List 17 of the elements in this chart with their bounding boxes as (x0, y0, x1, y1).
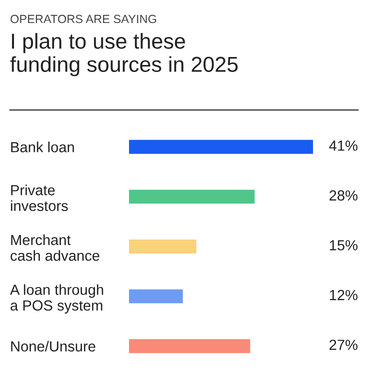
bar (129, 240, 196, 254)
y-tick-label: Private investors (10, 184, 68, 212)
bar (129, 339, 250, 354)
data-label: 41% (329, 140, 358, 151)
y-tick-label: A loan through a POS system (10, 284, 104, 314)
data-label: 12% (330, 290, 358, 300)
data-label: 27% (330, 340, 358, 350)
y-tick-label: Bank loan (11, 142, 74, 152)
chart-subtitle: OPERATORS ARE SAYING (10, 14, 156, 24)
chart-title: I plan to use these funding sources in 2025 (10, 33, 238, 76)
data-label: 28% (330, 190, 358, 201)
bar (129, 190, 255, 204)
y-tick-label: Merchant cash advance (10, 234, 100, 261)
data-label: 15% (330, 240, 358, 250)
bar (129, 140, 313, 154)
bar (129, 289, 183, 304)
y-tick-label: None/Unsure (11, 340, 96, 352)
